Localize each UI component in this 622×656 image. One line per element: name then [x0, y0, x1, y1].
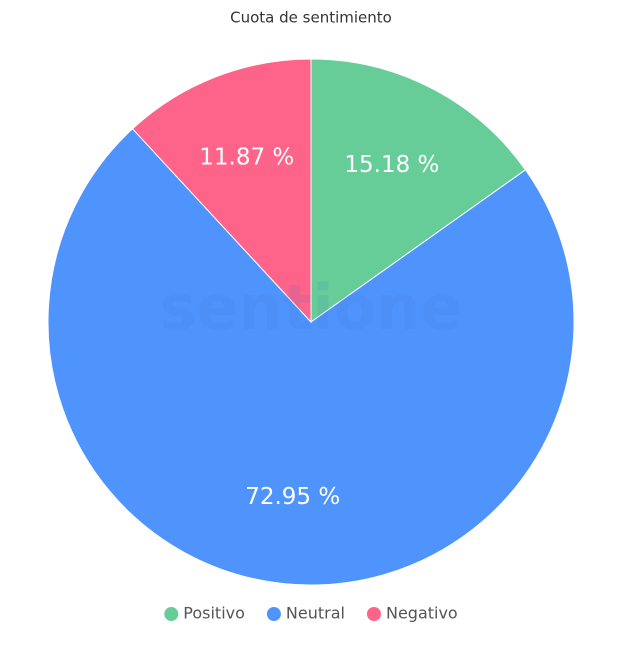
legend-label: Positivo	[183, 604, 245, 623]
legend-marker	[164, 607, 179, 621]
legend: Positivo Neutral Negativo	[164, 604, 458, 623]
data-label: 15.18 %	[344, 152, 439, 178]
legend-marker	[366, 607, 381, 621]
pie-slice	[310, 58, 527, 323]
legend-marker	[266, 607, 281, 621]
data-label: 11.87 %	[199, 144, 294, 170]
legend-label: Neutral	[286, 604, 345, 623]
chart-title: Cuota de sentimiento	[230, 9, 392, 27]
legend-label: Negativo	[386, 604, 458, 623]
watermark: sentione	[160, 271, 463, 344]
pie-slice	[131, 58, 312, 324]
pie-slice	[47, 128, 575, 586]
data-label: 72.95 %	[245, 484, 340, 510]
